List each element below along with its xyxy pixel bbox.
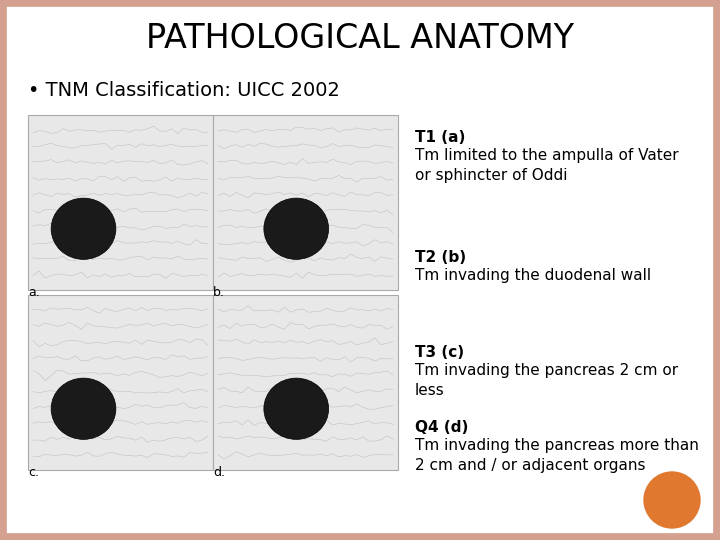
Text: d.: d. (213, 467, 225, 480)
Text: Q4 (d): Q4 (d) (415, 420, 469, 435)
Bar (28, 115, 213, 290)
Text: Tm invading the pancreas 2 cm or
less: Tm invading the pancreas 2 cm or less (415, 363, 678, 398)
Text: Tm invading the duodenal wall: Tm invading the duodenal wall (415, 268, 651, 283)
Circle shape (644, 472, 700, 528)
Ellipse shape (264, 378, 328, 440)
Ellipse shape (51, 198, 116, 259)
Text: a.: a. (28, 287, 40, 300)
Text: PATHOLOGICAL ANATOMY: PATHOLOGICAL ANATOMY (146, 22, 574, 55)
Ellipse shape (51, 378, 116, 440)
Ellipse shape (264, 198, 328, 259)
Bar (213, 295, 398, 470)
Text: T3 (c): T3 (c) (415, 345, 464, 360)
Bar (28, 295, 213, 470)
Text: b.: b. (213, 287, 225, 300)
Text: c.: c. (28, 467, 39, 480)
Text: • TNM Classification: UICC 2002: • TNM Classification: UICC 2002 (28, 80, 340, 99)
Text: T2 (b): T2 (b) (415, 250, 466, 265)
Bar (213, 115, 398, 290)
Text: T1 (a): T1 (a) (415, 130, 465, 145)
Text: Tm invading the pancreas more than
2 cm and / or adjacent organs: Tm invading the pancreas more than 2 cm … (415, 438, 699, 473)
Text: Tm limited to the ampulla of Vater
or sphincter of Oddi: Tm limited to the ampulla of Vater or sp… (415, 148, 679, 183)
